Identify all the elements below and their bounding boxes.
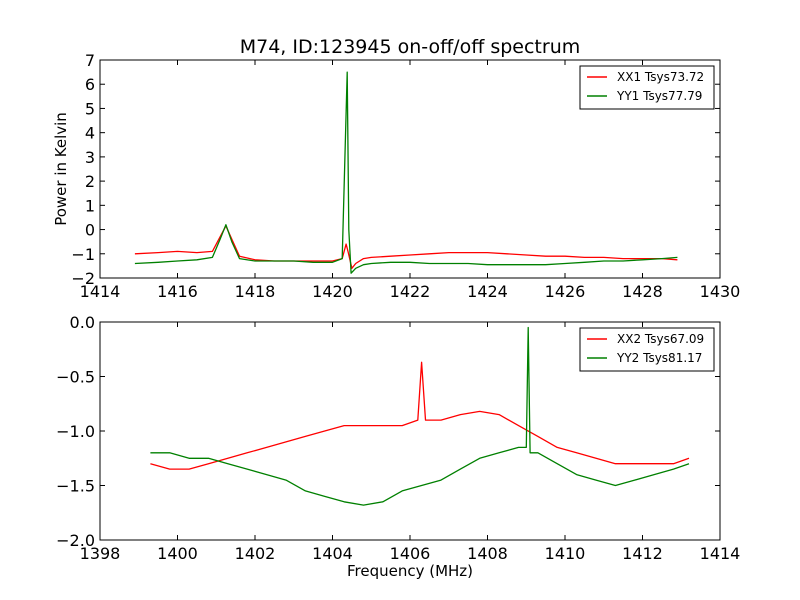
top-plot-y-tick-label: 5	[85, 99, 95, 118]
bottom-plot-series	[150, 326, 690, 506]
bottom-plot-x-tick-label: 1408	[467, 544, 508, 563]
top-plot-ticks: 1414 1416 1418 1420 1422 1424 1426 1428 1430−2−1…	[71, 51, 740, 301]
top-plot-y-tick-label: 3	[85, 148, 95, 167]
top-plot-x-tick-label: 1418	[235, 282, 276, 301]
bottom-plot-x-tick-label: 1398	[80, 544, 121, 563]
bottom-plot-x-tick-label: 1404	[312, 544, 353, 563]
bottom-plot-x-tick-label: 1402	[235, 544, 276, 563]
bottom-plot-x-tick-label: 1410	[545, 544, 586, 563]
top-plot-y-tick-label: −2	[71, 269, 95, 288]
top-plot-y-tick-label: 7	[85, 51, 95, 70]
top-plot: M74, ID:123945 on-off/off spectrum Power…	[52, 36, 740, 301]
top-plot-x-tick-label: 1426	[545, 282, 586, 301]
top-plot-x-tick-label: 1430	[700, 282, 741, 301]
bottom-plot-x-tick-label: 1400	[157, 544, 198, 563]
bottom-plot-x-tick-label: 1414	[700, 544, 741, 563]
bottom-plot: Frequency (MHz) 1398 1400 1402 1404 1406 1408…	[56, 313, 740, 580]
top-plot-x-tick-label: 1424	[467, 282, 508, 301]
top-plot-legend-label-xx1: XX1 Tsys73.72	[617, 70, 704, 84]
top-plot-y-tick-label: 4	[85, 124, 95, 143]
bottom-plot-series-line-1	[150, 361, 690, 470]
bottom-plot-series-line-2	[150, 326, 690, 506]
top-plot-x-tick-label: 1420	[312, 282, 353, 301]
bottom-plot-x-tick-label: 1406	[390, 544, 431, 563]
bottom-plot-y-tick-label: 0.0	[70, 313, 95, 332]
top-plot-legend: XX1 Tsys73.72 YY1 Tsys77.79	[579, 65, 715, 110]
bottom-plot-y-tick-label: −2.0	[56, 531, 95, 550]
top-plot-legend-box	[579, 65, 715, 110]
top-plot-series	[134, 71, 678, 274]
bottom-plot-legend-label-xx2: XX2 Tsys67.09	[617, 332, 704, 346]
top-plot-title: M74, ID:123945 on-off/off spectrum	[240, 36, 581, 58]
top-plot-y-tick-label: 0	[85, 221, 95, 240]
top-plot-x-tick-label: 1416	[157, 282, 198, 301]
top-plot-x-tick-label: 1428	[622, 282, 663, 301]
bottom-plot-y-tick-label: −1.0	[56, 422, 95, 441]
top-plot-x-tick-label: 1414	[80, 282, 121, 301]
top-plot-y-tick-label: 2	[85, 172, 95, 191]
bottom-plot-legend-label-yy2: YY2 Tsys81.17	[616, 351, 702, 365]
bottom-plot-x-tick-label: 1412	[622, 544, 663, 563]
top-plot-legend-label-yy1: YY1 Tsys77.79	[616, 89, 702, 103]
bottom-plot-legend-box	[579, 327, 715, 372]
bottom-plot-y-tick-label: −1.5	[56, 477, 95, 496]
top-plot-y-tick-label: 6	[85, 75, 95, 94]
bottom-plot-legend: XX2 Tsys67.09 YY2 Tsys81.17	[579, 327, 715, 372]
bottom-plot-y-tick-label: −0.5	[56, 368, 95, 387]
top-plot-y-label: Power in Kelvin	[52, 112, 70, 226]
bottom-plot-x-label: Frequency (MHz)	[347, 562, 473, 580]
bottom-plot-ticks: 1398 1400 1402 1404 1406 1408 1410 1412 1414 −2.0…	[56, 313, 740, 563]
top-plot-y-tick-label: −1	[71, 245, 95, 264]
top-plot-y-tick-label: 1	[85, 196, 95, 215]
top-plot-series-line-2	[134, 71, 678, 274]
top-plot-x-tick-label: 1422	[390, 282, 431, 301]
